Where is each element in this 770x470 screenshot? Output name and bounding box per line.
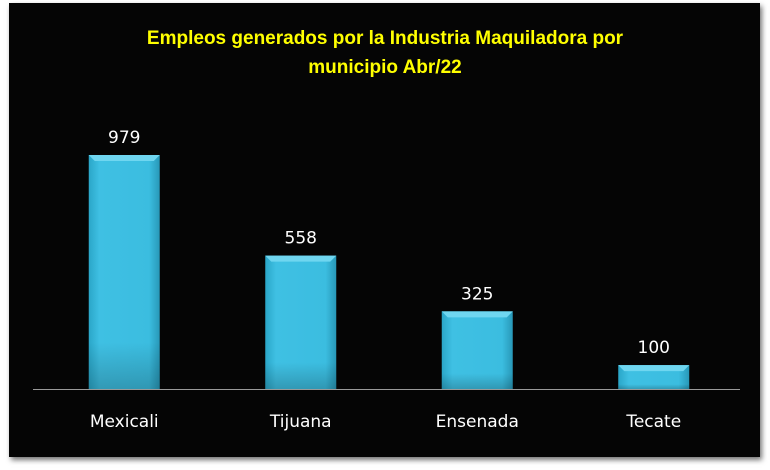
x-tick-label-tecate: Tecate: [625, 412, 681, 432]
data-label-tijuana: 558: [285, 229, 317, 249]
bar-bevel-mexicali: [88, 155, 160, 161]
x-tick-label-mexicali: Mexicali: [90, 412, 159, 432]
data-label-mexicali: 979: [108, 128, 140, 148]
x-tick-label-ensenada: Ensenada: [436, 412, 519, 432]
data-label-tecate: 100: [638, 338, 670, 358]
chart-title-line-2: municipio Abr/22: [308, 57, 462, 78]
chart-title: Empleos generados por la Industria Maqui…: [0, 24, 770, 82]
bar-shade-tijuana: [265, 255, 337, 389]
data-label-ensenada: 325: [461, 284, 493, 304]
chart-title-line-1: Empleos generados por la Industria Maqui…: [146, 28, 624, 49]
x-tick-label-tijuana: Tijuana: [269, 412, 332, 432]
bar-shade-ensenada: [441, 311, 513, 389]
bar-shade-mexicali: [88, 155, 160, 389]
bar-bevel-tijuana: [265, 255, 337, 262]
bar-bevel-tecate: [618, 365, 690, 372]
bar-bevel-ensenada: [441, 311, 513, 318]
